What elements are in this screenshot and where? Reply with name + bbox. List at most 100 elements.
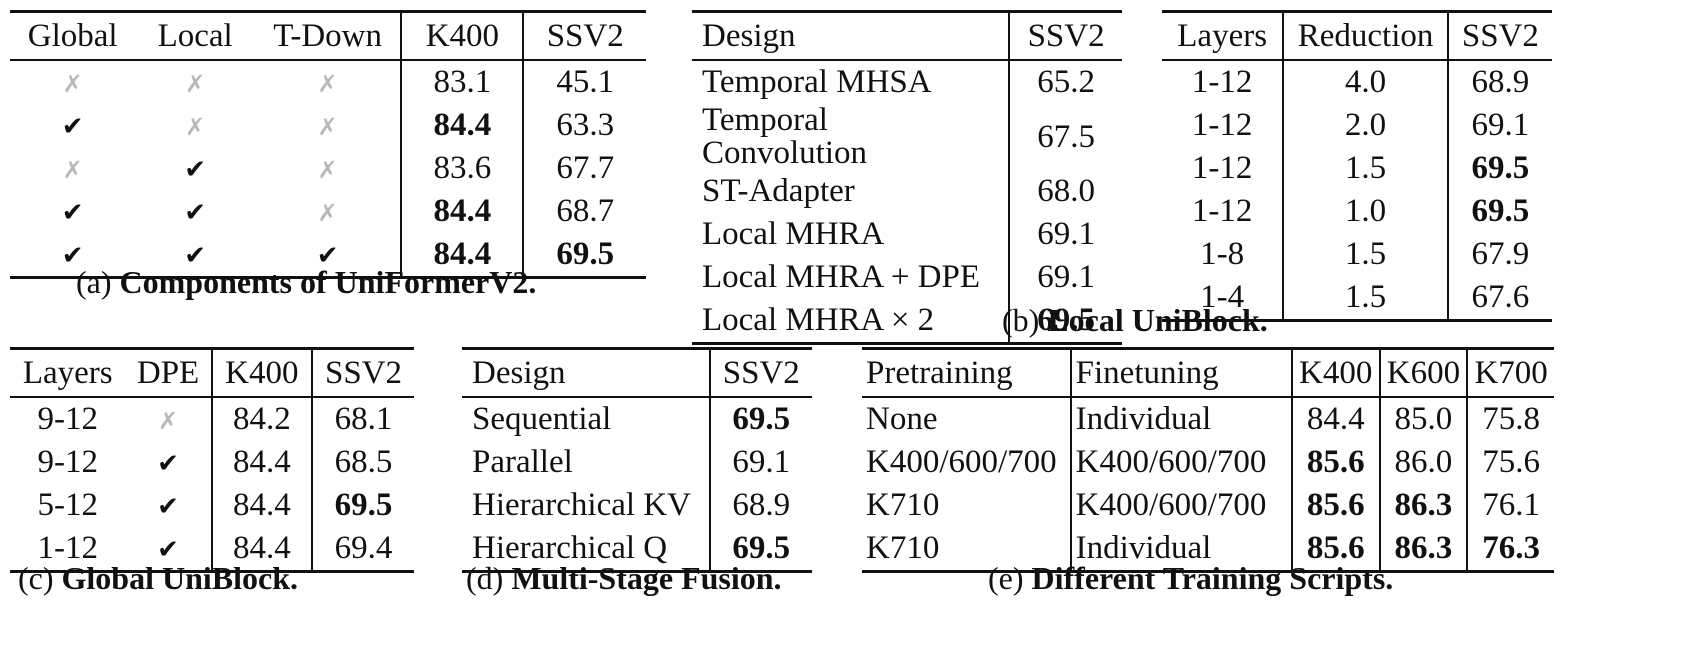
- table-row: 9-12 ✔ 84.4 68.5: [10, 441, 414, 484]
- cell-tdown: ✗: [255, 190, 401, 233]
- table-e-panel: Pretraining Finetuning K400 K600 K700 No…: [862, 347, 1554, 573]
- cell-k400: 84.4: [400, 104, 524, 147]
- cross-icon: ✗: [317, 70, 338, 98]
- table-row: Temporal Convolution 67.5: [692, 104, 1122, 170]
- checkmark-icon: ✔: [61, 112, 84, 142]
- cell-k400: 84.4: [210, 527, 313, 572]
- cross-icon: ✗: [317, 199, 338, 227]
- cell-global: ✔: [10, 233, 135, 278]
- col-header-k400: K400: [1290, 348, 1380, 397]
- cell-dpe: ✔: [126, 441, 212, 484]
- cell-k400: 83.1: [400, 60, 524, 104]
- cell-k400: 83.6: [400, 147, 524, 190]
- cell-ssv2: 69.5: [1008, 299, 1122, 344]
- cell-k400: 84.4: [400, 190, 524, 233]
- col-header-ssv2: SSV2: [1446, 11, 1552, 60]
- caption-c: (c) Global UniBlock.: [18, 560, 298, 597]
- cell-layers: 1-12: [1191, 64, 1253, 100]
- cell-ssv2: 69.1: [1446, 104, 1552, 147]
- checkmark-icon: ✔: [61, 241, 84, 271]
- cell-ssv2: 68.1: [311, 397, 414, 441]
- cell-design: Hierarchical KV: [472, 487, 691, 523]
- cell-ssv2: 68.9: [1446, 60, 1552, 104]
- cell-ssv2: 68.5: [311, 441, 414, 484]
- cell-design: Local MHRA + DPE: [702, 259, 981, 295]
- cell-k600: 85.0: [1378, 397, 1468, 441]
- col-header-pretraining: Pretraining: [866, 354, 1013, 391]
- caption-a: (a) Components of UniFormerV2.: [76, 264, 536, 301]
- cell-finetuning: Individual: [1069, 397, 1292, 441]
- cell-design: Temporal MHSA: [702, 64, 932, 100]
- table-row: 1-12 1.5 69.5: [1162, 147, 1552, 190]
- cell-global: ✗: [10, 147, 135, 190]
- table-row: ✔ ✗ ✗ 84.4 63.3: [10, 104, 646, 147]
- cell-finetuning: K400/600/700: [1069, 441, 1292, 484]
- cell-k400: 84.4: [400, 233, 524, 278]
- table-row: Local MHRA + DPE 69.1: [692, 256, 1122, 299]
- cell-ssv2: 67.6: [1446, 276, 1552, 321]
- table-row: 1-12 1.0 69.5: [1162, 190, 1552, 233]
- cell-ssv2: 68.7: [522, 190, 646, 233]
- col-header-dpe: DPE: [136, 354, 200, 391]
- col-header-ssv2: SSV2: [311, 348, 414, 397]
- table-row: None Individual 84.4 85.0 75.8: [862, 397, 1554, 441]
- cell-k700: 76.3: [1466, 527, 1554, 572]
- table-row: ✔ ✔ ✗ 84.4 68.7: [10, 190, 646, 233]
- col-header-k400: K400: [210, 348, 313, 397]
- cell-global: ✔: [10, 104, 135, 147]
- table-row: Parallel 69.1: [462, 441, 812, 484]
- table-row: 1-8 1.5 67.9: [1162, 233, 1552, 276]
- table-row: K710 Individual 85.6 86.3 76.3: [862, 527, 1554, 572]
- cell-layers: 9-12: [37, 444, 99, 480]
- caption-label: (d): [466, 560, 504, 596]
- table-b2-panel: Layers Reduction SSV2 1-12 4.0 68.9 1-12 2.…: [1162, 10, 1552, 322]
- cell-reduction: 1.5: [1282, 147, 1448, 190]
- col-header-design: Design: [702, 17, 796, 54]
- cross-icon: ✗: [157, 407, 179, 435]
- table-e: Pretraining Finetuning K400 K600 K700 No…: [862, 347, 1554, 573]
- caption-title: Multi-Stage Fusion.: [511, 560, 782, 596]
- cell-local: ✔: [135, 233, 255, 278]
- cell-design: ST-Adapter: [702, 173, 855, 209]
- cross-icon: ✗: [185, 70, 206, 98]
- cell-ssv2: 69.5: [311, 484, 414, 527]
- cell-k400: 85.6: [1290, 484, 1380, 527]
- cell-ssv2: 69.1: [1008, 256, 1122, 299]
- cell-design: Parallel: [472, 444, 573, 480]
- cross-icon: ✗: [62, 156, 83, 184]
- table-row: 5-12 ✔ 84.4 69.5: [10, 484, 414, 527]
- cell-reduction: 1.5: [1282, 276, 1448, 321]
- cell-ssv2: 68.9: [708, 484, 812, 527]
- cell-ssv2: 65.2: [1008, 60, 1122, 104]
- table-header-row: Design SSV2: [692, 11, 1122, 60]
- cell-ssv2: 69.5: [1446, 190, 1552, 233]
- cross-icon: ✗: [185, 113, 206, 141]
- table-c: Layers DPE K400 SSV2 9-12 ✗ 84.2 68.1 9-…: [10, 347, 414, 573]
- table-d: Design SSV2 Sequential 69.5 Parallel 69.1 …: [462, 347, 812, 573]
- col-header-k400: K400: [400, 11, 524, 60]
- cell-ssv2: 69.4: [311, 527, 414, 572]
- cell-design: Temporal Convolution: [702, 102, 868, 171]
- cell-ssv2: 63.3: [522, 104, 646, 147]
- cell-layers: 1-8: [1200, 236, 1245, 272]
- cross-icon: ✗: [62, 70, 83, 98]
- cell-ssv2: 68.0: [1008, 170, 1122, 213]
- table-row: 1-12 2.0 69.1: [1162, 104, 1552, 147]
- cell-local: ✗: [135, 104, 255, 147]
- table-c-panel: Layers DPE K400 SSV2 9-12 ✗ 84.2 68.1 9-…: [10, 347, 414, 573]
- table-header-row: Layers DPE K400 SSV2: [10, 348, 414, 397]
- caption-d: (d) Multi-Stage Fusion.: [466, 560, 782, 597]
- col-header-k600: K600: [1378, 348, 1468, 397]
- cell-global: ✔: [10, 190, 135, 233]
- checkmark-icon: ✔: [184, 198, 207, 228]
- table-row: Temporal MHSA 65.2: [692, 60, 1122, 104]
- col-header-global: Global: [27, 17, 118, 54]
- col-header-layers: Layers: [22, 354, 113, 391]
- cross-icon: ✗: [317, 156, 338, 184]
- table-row: ST-Adapter 68.0: [692, 170, 1122, 213]
- cell-k400: 85.6: [1290, 527, 1380, 572]
- cell-ssv2: 69.5: [522, 233, 646, 278]
- cell-k600: 86.0: [1378, 441, 1468, 484]
- caption-label: (a): [76, 264, 112, 300]
- table-row: Local MHRA 69.1: [692, 213, 1122, 256]
